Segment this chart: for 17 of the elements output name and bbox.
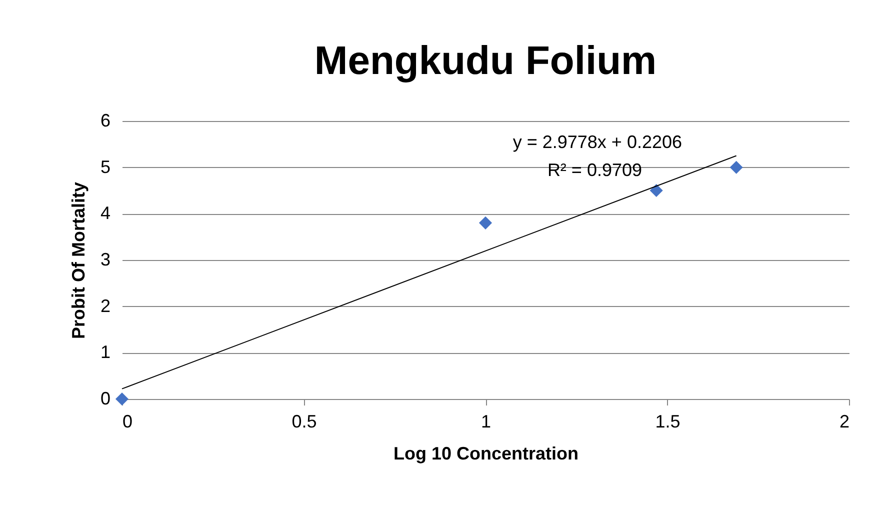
x-tick-label: 2 — [839, 412, 850, 432]
x-tick-label: 0 — [122, 412, 133, 432]
annotation: R² = 0.9709 — [547, 160, 642, 180]
y-tick-label: 1 — [100, 342, 110, 362]
y-tick-label: 5 — [100, 156, 110, 177]
y-tick-label: 0 — [100, 388, 110, 408]
y-tick-label: 2 — [100, 296, 110, 316]
annotation: y = 2.9778x + 0.2206 — [512, 132, 682, 152]
y-tick-label: 4 — [100, 203, 110, 224]
y-tick-label: 3 — [100, 250, 110, 270]
y-tick-label: 6 — [100, 110, 110, 130]
y-axis-title: Probit Of Mortality — [68, 182, 88, 339]
x-tick-label: 1.5 — [655, 412, 680, 432]
x-tick-label: 1 — [480, 412, 492, 432]
x-tick-label: 0.5 — [292, 412, 317, 432]
x-axis-title: Log 10 Concentration — [393, 444, 579, 464]
chart-title: Mengkudu Folium — [314, 39, 657, 83]
